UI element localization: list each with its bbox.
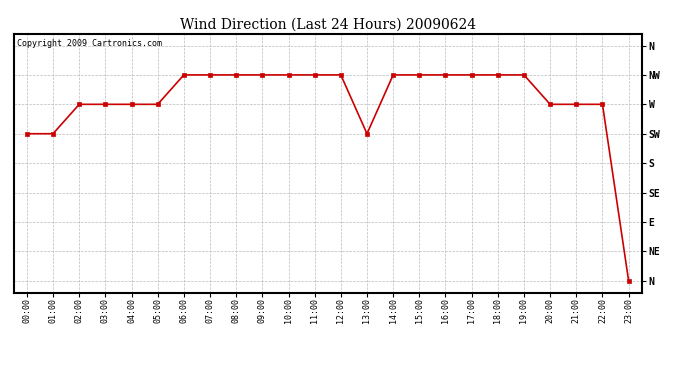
Title: Wind Direction (Last 24 Hours) 20090624: Wind Direction (Last 24 Hours) 20090624 xyxy=(179,17,476,31)
Text: Copyright 2009 Cartronics.com: Copyright 2009 Cartronics.com xyxy=(17,39,162,48)
